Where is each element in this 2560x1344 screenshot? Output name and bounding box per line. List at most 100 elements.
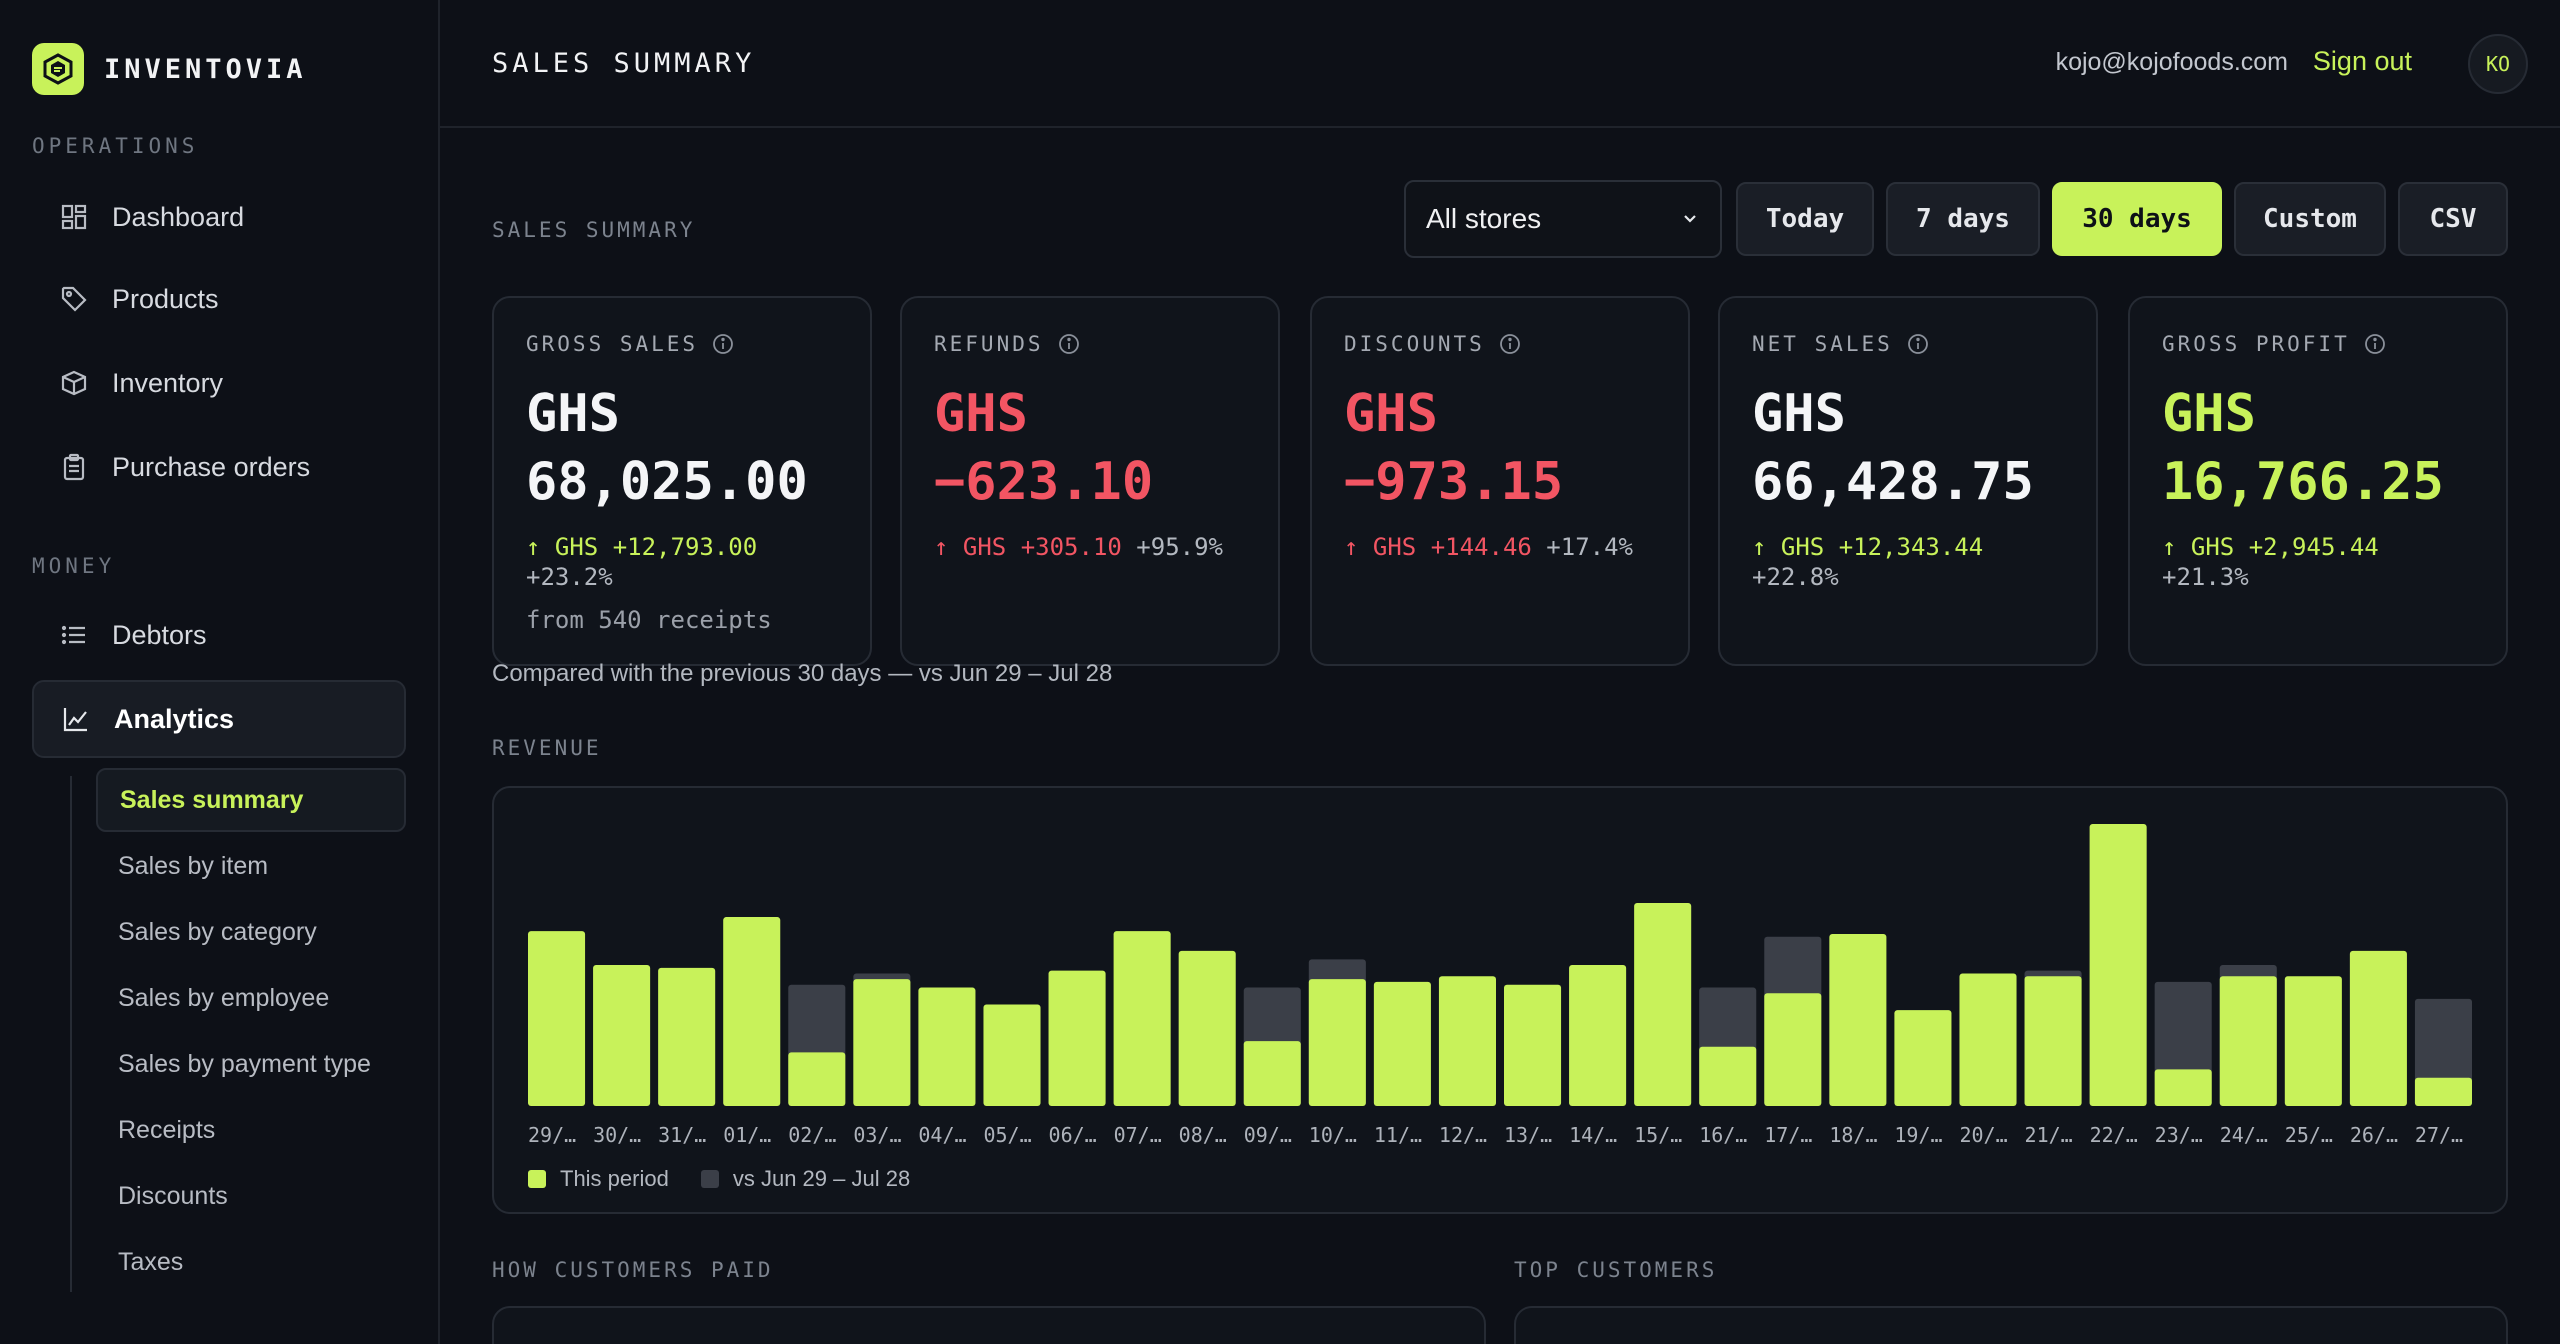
bar-this-period[interactable] [1113,931,1171,1106]
kpi-delta-percent: +17.4% [1546,533,1633,561]
bar-this-period[interactable] [658,967,716,1106]
kpi-delta-percent: +22.8% [1752,563,1839,591]
kpi-label: GROSS PROFIT [2162,332,2350,356]
top-customers-card [1514,1306,2508,1344]
bar-this-period[interactable] [1634,902,1692,1106]
legend-item-previous-period: vs Jun 29 – Jul 28 [700,1166,910,1192]
bar-this-period[interactable] [853,979,911,1106]
x-tick-label: 13/… [1504,1123,1552,1147]
subnav-item-sales-by-payment-type[interactable]: Sales by payment type [118,1049,371,1078]
sidebar-item-debtors[interactable]: Debtors [32,596,406,674]
sidebar-item-purchase-orders[interactable]: Purchase orders [32,428,406,506]
kpi-label: NET SALES [1752,332,1893,356]
info-icon[interactable] [1499,333,1521,355]
subnav-item-discounts[interactable]: Discounts [118,1181,228,1210]
x-tick-label: 15/… [1634,1123,1682,1147]
bar-this-period[interactable] [2414,1077,2472,1106]
sidebar-item-label: Debtors [112,619,207,650]
bar-this-period[interactable] [2284,976,2342,1106]
sidebar-item-dashboard[interactable]: Dashboard [32,178,406,256]
bar-this-period[interactable] [1243,1041,1301,1106]
x-tick-label: 14/… [1569,1123,1617,1147]
range-today-button[interactable]: Today [1736,182,1874,256]
kpi-currency: GHS [1344,384,1438,444]
legend-label: This period [560,1166,669,1191]
grid-icon [58,201,90,233]
kpi-card-gross-sales: GROSS SALES GHS 68,025.00 ↑ GHS +12,793.… [492,296,872,666]
bar-this-period[interactable] [2089,824,2147,1106]
section-label: SALES SUMMARY [492,218,696,242]
kpi-label: GROSS SALES [526,332,699,356]
avatar[interactable]: KO [2468,34,2528,94]
subnav-item-sales-summary[interactable]: Sales summary [96,768,406,832]
clipboard-icon [58,451,90,483]
x-tick-label: 29/… [528,1123,576,1147]
page-title: SALES SUMMARY [492,48,756,79]
bar-this-period[interactable] [1308,979,1366,1106]
info-icon[interactable] [712,333,734,355]
legend-swatch [528,1170,546,1188]
store-select[interactable]: All stores [1404,180,1722,258]
sidebar-item-label: Inventory [112,367,224,398]
subnav-item-receipts[interactable]: Receipts [118,1115,216,1144]
sidebar-item-analytics[interactable]: Analytics [32,680,406,758]
bar-this-period[interactable] [2024,976,2082,1106]
bar-this-period[interactable] [1699,1046,1757,1106]
bar-this-period[interactable] [1438,976,1496,1106]
sidebar-item-inventory[interactable]: Inventory [32,344,406,422]
info-icon[interactable] [2364,333,2386,355]
tag-icon [58,283,90,315]
x-tick-label: 11/… [1374,1123,1422,1147]
bar-this-period[interactable] [1829,933,1887,1106]
bar-this-period[interactable] [723,917,781,1106]
range-7-days-button[interactable]: 7 days [1886,182,2040,256]
x-tick-label: 22/… [2090,1123,2138,1147]
subnav-item-sales-by-item[interactable]: Sales by item [118,851,269,880]
bar-this-period[interactable] [1373,981,1431,1106]
range-custom-button[interactable]: Custom [2234,182,2386,256]
export-csv-button[interactable]: CSV [2398,182,2508,256]
subnav-item-taxes[interactable]: Taxes [118,1247,184,1276]
subnav-item-sales-by-employee[interactable]: Sales by employee [118,983,330,1012]
kpi-label: REFUNDS [934,332,1044,356]
bar-this-period[interactable] [528,931,586,1106]
legend-swatch [700,1170,719,1188]
bar-this-period[interactable] [1178,950,1236,1106]
x-tick-label: 17/… [1764,1123,1812,1147]
operations-section-label: OPERATIONS [32,134,199,158]
kpi-currency: GHS [2162,384,2256,444]
bar-this-period[interactable] [918,987,976,1106]
info-icon[interactable] [1907,333,1929,355]
range-30-days-button[interactable]: 30 days [2052,182,2222,256]
bar-this-period[interactable] [1569,965,1627,1106]
bar-this-period[interactable] [1959,973,2017,1106]
bar-this-period[interactable] [983,1004,1041,1106]
subnav-item-sales-by-category[interactable]: Sales by category [118,917,317,946]
bar-this-period[interactable] [2154,1069,2212,1106]
brand-logo-icon [32,43,84,95]
x-tick-label: 21/… [2025,1123,2073,1147]
kpi-value: 68,025.00 [526,452,808,512]
kpi-card-refunds: REFUNDS GHS −623.10 ↑ GHS +305.10 +95.9% [900,296,1280,666]
bar-this-period[interactable] [1504,984,1562,1106]
bar-this-period[interactable] [1764,993,1822,1106]
info-icon[interactable] [1058,333,1080,355]
kpi-card-net-sales: NET SALES GHS 66,428.75 ↑ GHS +12,343.44… [1718,296,2098,666]
kpi-delta-amount: ↑ GHS +305.10 [934,533,1122,561]
bar-this-period[interactable] [2349,950,2407,1106]
kpi-value: −973.15 [1344,452,1564,512]
bar-this-period[interactable] [1048,970,1106,1106]
top-header: SALES SUMMARY kojo@kojofoods.com Sign ou… [440,0,2560,128]
box-icon [58,367,90,399]
x-tick-label: 25/… [2285,1123,2333,1147]
kpi-currency: GHS [526,384,620,444]
x-tick-label: 01/… [723,1123,771,1147]
bar-this-period[interactable] [593,965,651,1106]
sign-out-link[interactable]: Sign out [2312,46,2412,76]
bar-this-period[interactable] [1894,1010,1952,1106]
sidebar-item-products[interactable]: Products [32,260,406,338]
bar-this-period[interactable] [2219,976,2277,1106]
bar-this-period[interactable] [788,1052,846,1106]
kpi-footnote: from 540 receipts [526,606,772,634]
brand[interactable]: INVENTOVIA [32,43,307,95]
